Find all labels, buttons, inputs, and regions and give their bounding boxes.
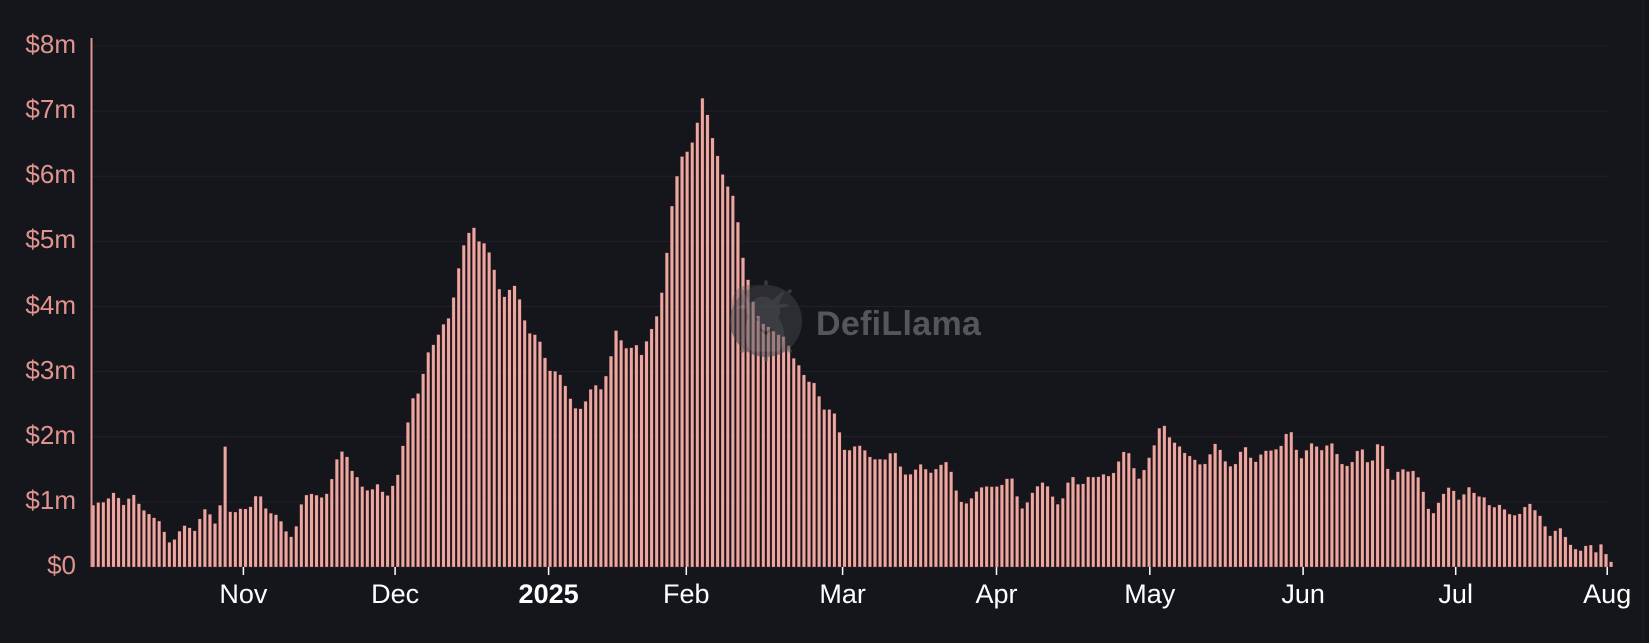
svg-text:DefiLlama: DefiLlama [816, 305, 982, 343]
